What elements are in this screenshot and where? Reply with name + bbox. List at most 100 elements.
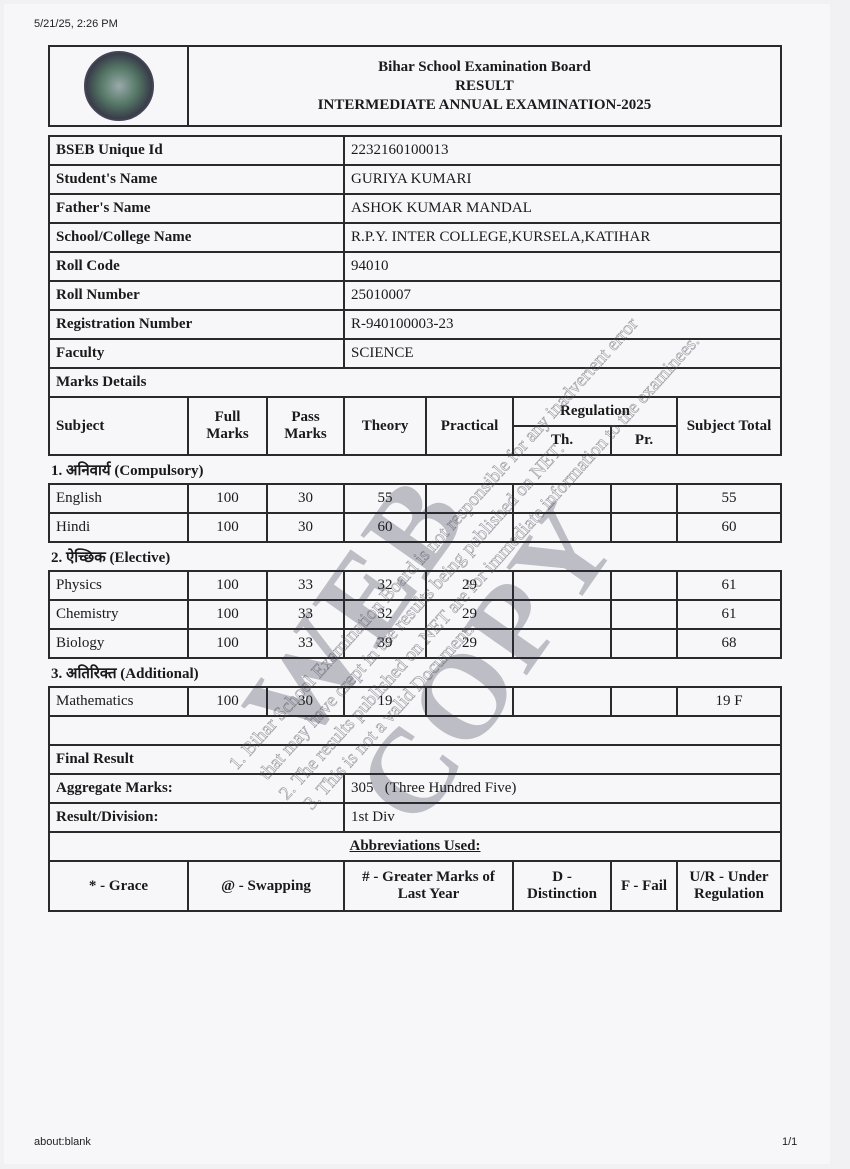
- cell-pr: [610, 512, 679, 543]
- cell-th: [512, 512, 613, 543]
- info-label: Roll Number: [47, 280, 346, 311]
- info-value: 2232160100013: [343, 135, 782, 166]
- col-reg-pr: Pr.: [610, 425, 679, 456]
- logo-cell: [48, 45, 189, 127]
- col-pass-marks: Pass Marks: [265, 396, 346, 456]
- col-regulation: Regulation: [512, 396, 679, 427]
- info-value: ASHOK KUMAR MANDAL: [343, 193, 782, 224]
- info-value: SCIENCE: [343, 338, 782, 369]
- abbr-fail: F - Fail: [610, 860, 679, 912]
- cell-theory: 32: [343, 599, 428, 630]
- cell-full: 100: [187, 686, 268, 717]
- info-value: R-940100003-23: [343, 309, 782, 340]
- division-label: Result/Division:: [47, 802, 346, 833]
- cell-total: 61: [676, 599, 782, 630]
- info-row: School/College Name R.P.Y. INTER COLLEGE,…: [47, 222, 782, 253]
- section-title: 2. ऐच्छिक (Elective): [49, 541, 781, 572]
- marks-details-title: Marks Details: [48, 367, 782, 398]
- cell-full: 100: [187, 628, 268, 659]
- subject-row: English 100 30 55 55: [48, 483, 782, 514]
- section-title: 3. अतिरिक्त (Additional): [49, 657, 781, 688]
- info-row: Roll Number 25010007: [47, 280, 782, 311]
- cell-total: 55: [676, 483, 782, 514]
- cell-practical: [425, 686, 515, 717]
- info-label: Faculty: [47, 338, 346, 369]
- info-row: Registration Number R-940100003-23: [47, 309, 782, 340]
- cell-full: 100: [187, 512, 268, 543]
- col-practical: Practical: [425, 396, 515, 456]
- col-subject: Subject: [48, 396, 189, 456]
- col-reg-th: Th.: [512, 425, 613, 456]
- cell-theory: 32: [343, 570, 428, 601]
- cell-total: 19 F: [676, 686, 782, 717]
- cell-theory: 39: [343, 628, 428, 659]
- header-title: Bihar School Examination Board RESULT IN…: [187, 45, 782, 127]
- cell-theory: 60: [343, 512, 428, 543]
- cell-total: 68: [676, 628, 782, 659]
- aggregate-value: 305 (Three Hundred Five): [343, 773, 782, 804]
- cell-full: 100: [187, 483, 268, 514]
- cell-practical: [425, 483, 515, 514]
- col-full-marks: Full Marks: [187, 396, 268, 456]
- abbr-greater-marks: # - Greater Marks of Last Year: [343, 860, 515, 912]
- cell-pr: [610, 599, 679, 630]
- result-table: BSEB Unique Id 2232160100013 Student's Nam…: [47, 135, 782, 912]
- cell-subject: Mathematics: [48, 686, 189, 717]
- abbreviations-title: Abbreviations Used:: [48, 831, 782, 862]
- cell-pr: [610, 628, 679, 659]
- aggregate-label: Aggregate Marks:: [47, 773, 346, 804]
- info-label: Father's Name: [47, 193, 346, 224]
- cell-subject: Hindi: [48, 512, 189, 543]
- abbr-distinction: D - Distinction: [512, 860, 613, 912]
- cell-theory: 19: [343, 686, 428, 717]
- col-theory: Theory: [343, 396, 428, 456]
- division-value: 1st Div: [343, 802, 782, 833]
- info-label: Roll Code: [47, 251, 346, 282]
- cell-subject: Physics: [48, 570, 189, 601]
- cell-pass: 33: [265, 570, 346, 601]
- cell-practical: 29: [425, 628, 515, 659]
- info-row: BSEB Unique Id 2232160100013: [47, 135, 782, 166]
- cell-practical: 29: [425, 599, 515, 630]
- cell-subject: Biology: [48, 628, 189, 659]
- subject-row: Biology 100 33 39 29 68: [48, 628, 782, 659]
- subject-row: Hindi 100 30 60 60: [48, 512, 782, 543]
- cell-subject: English: [48, 483, 189, 514]
- info-label: School/College Name: [47, 222, 346, 253]
- cell-pass: 33: [265, 628, 346, 659]
- bseb-seal-logo: [83, 51, 154, 121]
- cell-subject: Chemistry: [48, 599, 189, 630]
- header-table: Bihar School Examination Board RESULT IN…: [48, 45, 782, 127]
- info-value: R.P.Y. INTER COLLEGE,KURSELA,KATIHAR: [343, 222, 782, 253]
- info-value: GURIYA KUMARI: [343, 164, 782, 195]
- section-row: 1. अनिवार्य (Compulsory): [49, 454, 781, 485]
- section-row: 2. ऐच्छिक (Elective): [49, 541, 781, 572]
- cell-pass: 30: [265, 512, 346, 543]
- subject-row: Chemistry 100 33 32 29 61: [48, 599, 782, 630]
- abbr-under-regulation: U/R - Under Regulation: [676, 860, 782, 912]
- cell-th: [512, 599, 613, 630]
- cell-full: 100: [187, 599, 268, 630]
- info-row: Faculty SCIENCE: [47, 338, 782, 369]
- info-row: Father's Name ASHOK KUMAR MANDAL: [47, 193, 782, 224]
- cell-practical: 29: [425, 570, 515, 601]
- print-timestamp: 5/21/25, 2:26 PM: [34, 18, 118, 30]
- cell-total: 61: [676, 570, 782, 601]
- cell-pass: 30: [265, 483, 346, 514]
- abbr-swapping: @ - Swapping: [186, 860, 346, 912]
- cell-pr: [610, 686, 679, 717]
- cell-th: [512, 628, 613, 659]
- cell-pass: 30: [265, 686, 346, 717]
- subject-row: Physics 100 33 32 29 61: [48, 570, 782, 601]
- info-label: Student's Name: [47, 164, 346, 195]
- section-row: 3. अतिरिक्त (Additional): [49, 657, 781, 688]
- cell-th: [512, 570, 613, 601]
- cell-pr: [610, 483, 679, 514]
- subject-row: Mathematics 100 30 19 19 F: [48, 686, 782, 717]
- print-url: about:blank: [34, 1136, 91, 1148]
- cell-pr: [610, 570, 679, 601]
- info-label: Registration Number: [47, 309, 346, 340]
- cell-th: [512, 483, 613, 514]
- section-title: 1. अनिवार्य (Compulsory): [49, 454, 781, 485]
- col-subject-total: Subject Total: [676, 396, 782, 456]
